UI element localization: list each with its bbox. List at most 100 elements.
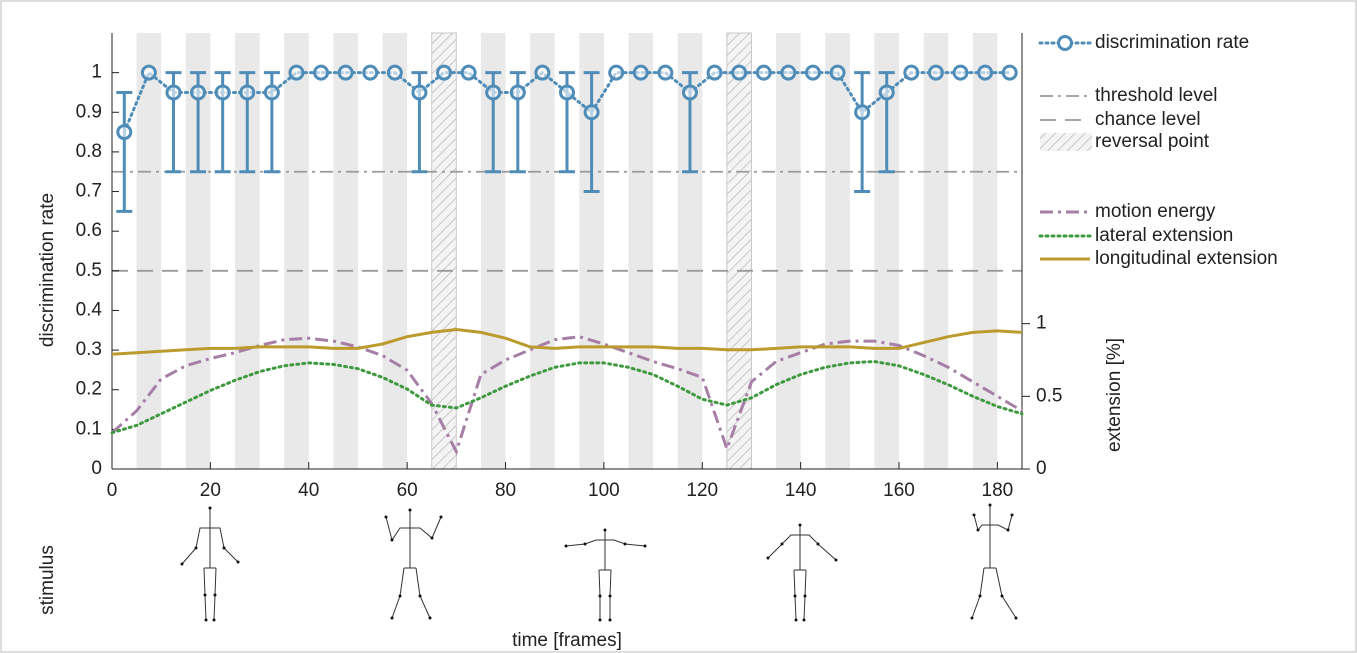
- bin-stripe: [776, 33, 801, 469]
- series-line: [111, 335, 1023, 456]
- legend-label: longitudinal extension: [1095, 248, 1278, 269]
- point: [583, 104, 600, 121]
- point: [927, 64, 944, 81]
- legend-marker: [1057, 35, 1073, 51]
- y-tick-label: 0.3: [76, 339, 102, 360]
- stick-figure: [180, 506, 240, 622]
- point: [755, 64, 772, 81]
- bin-stripe: [825, 33, 850, 469]
- legend-swatch: [1040, 133, 1092, 151]
- x-tick-label: 180: [982, 480, 1014, 501]
- bin-stripe: [972, 33, 998, 469]
- bin-stripe: [136, 33, 162, 469]
- point: [485, 84, 502, 101]
- y-tick-label: 0.7: [76, 181, 102, 202]
- stick-figures: [180, 503, 1018, 622]
- bin-stripe: [333, 33, 358, 469]
- legend-label: threshold level: [1095, 85, 1218, 106]
- y-tick-label: 0: [91, 458, 102, 479]
- stick-figure: [564, 528, 647, 622]
- x-tick-label: 0: [107, 480, 118, 501]
- error-bar: [854, 71, 871, 194]
- legend-label: lateral extension: [1095, 225, 1233, 246]
- y2-axis-label: extension [%]: [1104, 338, 1125, 452]
- legend-label: discrimination rate: [1095, 32, 1249, 53]
- point: [534, 64, 551, 81]
- point: [509, 84, 526, 101]
- bin-stripe: [382, 33, 408, 469]
- y-tick-label: 0.4: [76, 299, 103, 320]
- error-bar: [116, 90, 133, 213]
- y2-tick-label: 1: [1036, 313, 1047, 334]
- point: [903, 64, 920, 81]
- y-tick-label: 0.5: [76, 260, 102, 281]
- point: [632, 64, 649, 81]
- point: [804, 64, 821, 81]
- point: [854, 104, 871, 121]
- point: [386, 64, 403, 81]
- point: [214, 84, 231, 101]
- x-tick-label: 120: [686, 480, 718, 501]
- point: [657, 64, 674, 81]
- point: [731, 64, 748, 81]
- y-tick-label: 0.6: [76, 220, 102, 241]
- point: [436, 64, 453, 81]
- point: [780, 64, 797, 81]
- stick-figure: [970, 503, 1018, 620]
- y2-tick-label: 0: [1036, 458, 1047, 479]
- x-tick-label: 80: [495, 480, 516, 501]
- point: [460, 64, 477, 81]
- x-tick-label: 60: [397, 480, 418, 501]
- x-tick-label: 40: [298, 480, 319, 501]
- y2-axis-label-text: extension [%]: [1104, 338, 1125, 452]
- y-axis-label: discrimination rate: [37, 193, 58, 347]
- stick-figure: [766, 523, 838, 622]
- reversal-band: [431, 32, 457, 470]
- point: [1001, 64, 1018, 81]
- error-bar: [583, 71, 600, 194]
- series-line: [111, 327, 1023, 356]
- y-tick-label: 0.1: [76, 418, 102, 439]
- y-tick-label: 0.8: [76, 141, 102, 162]
- reversal-band: [726, 32, 752, 470]
- point: [263, 84, 280, 101]
- row-label: stimulus: [37, 545, 58, 615]
- bin-stripe: [284, 33, 309, 469]
- point: [140, 64, 157, 81]
- point: [288, 64, 305, 81]
- y-tick-label: 1: [91, 62, 102, 83]
- point: [878, 84, 895, 101]
- stick-figure: [384, 508, 443, 620]
- y-tick-label: 0.9: [76, 101, 102, 122]
- y-tick-label: 0.2: [76, 379, 102, 400]
- x-tick-label: 100: [588, 480, 620, 501]
- y2-tick-label: 0.5: [1036, 385, 1062, 406]
- point: [190, 84, 207, 101]
- legend-label: reversal point: [1095, 131, 1210, 152]
- series-line: [110, 359, 1024, 435]
- point: [952, 64, 969, 81]
- bin-stripe: [923, 33, 949, 469]
- point: [239, 84, 256, 101]
- point: [337, 64, 354, 81]
- legend-label: chance level: [1095, 109, 1201, 130]
- point: [313, 64, 330, 81]
- legend-label: motion energy: [1095, 201, 1216, 222]
- point: [559, 84, 575, 101]
- x-tick-label: 20: [200, 480, 221, 501]
- x-tick-label: 140: [785, 480, 817, 501]
- point: [706, 64, 723, 81]
- point: [411, 84, 428, 101]
- point: [829, 64, 846, 81]
- point: [977, 64, 994, 81]
- point: [116, 124, 133, 141]
- point: [608, 64, 625, 81]
- bin-stripe: [628, 33, 654, 469]
- x-axis-label: time [frames]: [512, 630, 622, 651]
- point: [362, 64, 379, 81]
- point: [681, 84, 698, 101]
- x-tick-label: 160: [883, 480, 915, 501]
- point: [165, 84, 182, 101]
- bin-stripe: [530, 33, 555, 469]
